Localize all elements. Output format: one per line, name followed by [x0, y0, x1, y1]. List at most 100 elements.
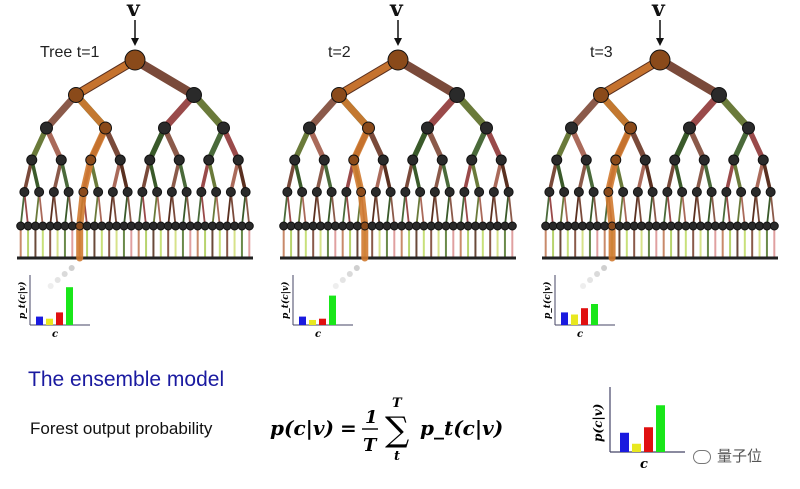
tree-node	[732, 221, 742, 231]
tree-node	[78, 187, 89, 197]
tree-edge	[754, 191, 761, 227]
tree-edge	[170, 191, 177, 227]
tree-node	[360, 221, 370, 231]
hist-xlabel: c	[52, 329, 58, 340]
tree-node	[144, 154, 156, 166]
tree-node	[444, 187, 455, 197]
tree-node	[186, 87, 202, 103]
tree-node	[728, 154, 740, 166]
tree-node	[367, 221, 377, 231]
tree-node	[507, 221, 517, 231]
tree-node	[580, 154, 592, 166]
tree-node	[163, 221, 173, 231]
tree-edge	[93, 191, 100, 227]
tree-edge	[677, 191, 684, 227]
tree-node	[240, 187, 251, 197]
tree-node	[441, 221, 451, 231]
watermark: 量子位	[693, 445, 762, 466]
formula-denominator: T	[363, 435, 378, 456]
tree-node	[742, 121, 755, 135]
hist-bar	[329, 295, 336, 325]
tree-node	[338, 221, 348, 231]
tree-node	[225, 187, 236, 197]
tree-node	[193, 221, 203, 231]
ens-hist-bar	[620, 432, 629, 452]
tree-node	[112, 221, 122, 231]
tree-node	[639, 154, 651, 166]
tree-node	[63, 187, 74, 197]
tree-node	[40, 121, 53, 135]
hist-bar	[46, 318, 53, 325]
hist-bar	[36, 316, 43, 325]
tree-edge	[49, 191, 55, 227]
tree-node	[316, 221, 326, 231]
tree-edge	[312, 191, 318, 227]
tree-edge	[589, 191, 595, 227]
tree-node	[710, 221, 720, 231]
hist-bar	[581, 308, 588, 325]
tree-edge	[648, 191, 654, 227]
tree-edge	[330, 191, 337, 227]
leaf-output-dot	[339, 277, 346, 283]
tree-edge	[52, 191, 59, 227]
tree-node	[173, 154, 185, 166]
tree-edge	[67, 191, 74, 227]
tree-node	[736, 187, 747, 197]
tree-node	[588, 187, 599, 197]
watermark-text: 量子位	[717, 447, 763, 465]
leaf-output-dot	[47, 283, 54, 289]
tree-edge	[707, 191, 713, 227]
leaf-output-dot	[346, 271, 353, 277]
tree-node	[649, 49, 671, 71]
tree-node	[434, 221, 444, 231]
tree-edge	[574, 191, 580, 227]
tree-edge	[301, 191, 307, 227]
tree-edge	[448, 191, 455, 227]
tree-node	[647, 187, 658, 197]
leaf-output-dot	[601, 265, 608, 271]
tree-node	[559, 187, 570, 197]
leaf-output-dot	[54, 277, 61, 283]
tree-edge	[769, 191, 776, 227]
tree-node	[137, 187, 148, 197]
leaf-output-dot	[61, 271, 68, 277]
tree-node	[407, 154, 419, 166]
tree-node	[632, 187, 643, 197]
tree-node	[211, 187, 222, 197]
tree-node	[178, 221, 188, 231]
wechat-icon	[693, 449, 711, 464]
tree-node	[185, 221, 195, 231]
hist-ylabel: p_t(c|v)	[280, 282, 291, 319]
tree-node	[725, 221, 735, 231]
tree-node	[622, 221, 632, 231]
tree-node	[400, 187, 411, 197]
tree-node	[323, 221, 333, 231]
tree-node	[573, 187, 584, 197]
tree-node	[470, 221, 480, 231]
tree-node	[570, 221, 580, 231]
input-arrow-head	[394, 38, 402, 46]
leaf-output-dot	[332, 283, 339, 289]
tree-node	[495, 154, 507, 166]
tree-edge	[226, 191, 232, 227]
tree-node	[565, 121, 578, 135]
formula-sum-top: T	[392, 396, 403, 411]
tree-edge	[229, 191, 236, 227]
tree-node	[93, 187, 104, 197]
tree-3-label: t=3	[590, 44, 613, 61]
tree-node	[485, 221, 495, 231]
tree-edge	[592, 191, 599, 227]
tree-3-histogram: p_t(c|v)c	[542, 275, 615, 340]
tree-node	[718, 221, 728, 231]
tree-node	[148, 221, 158, 231]
tree-2-histogram: p_t(c|v)c	[280, 275, 353, 340]
tree-3: p_t(c|v)c	[541, 20, 779, 340]
tree-node	[348, 154, 360, 166]
hist-bar	[591, 304, 598, 325]
input-arrow-head	[131, 38, 139, 46]
tree-edge	[415, 191, 422, 227]
tree-node	[26, 154, 38, 166]
tree-node	[500, 221, 510, 231]
tree-node	[341, 187, 352, 197]
tree-node	[282, 187, 293, 197]
